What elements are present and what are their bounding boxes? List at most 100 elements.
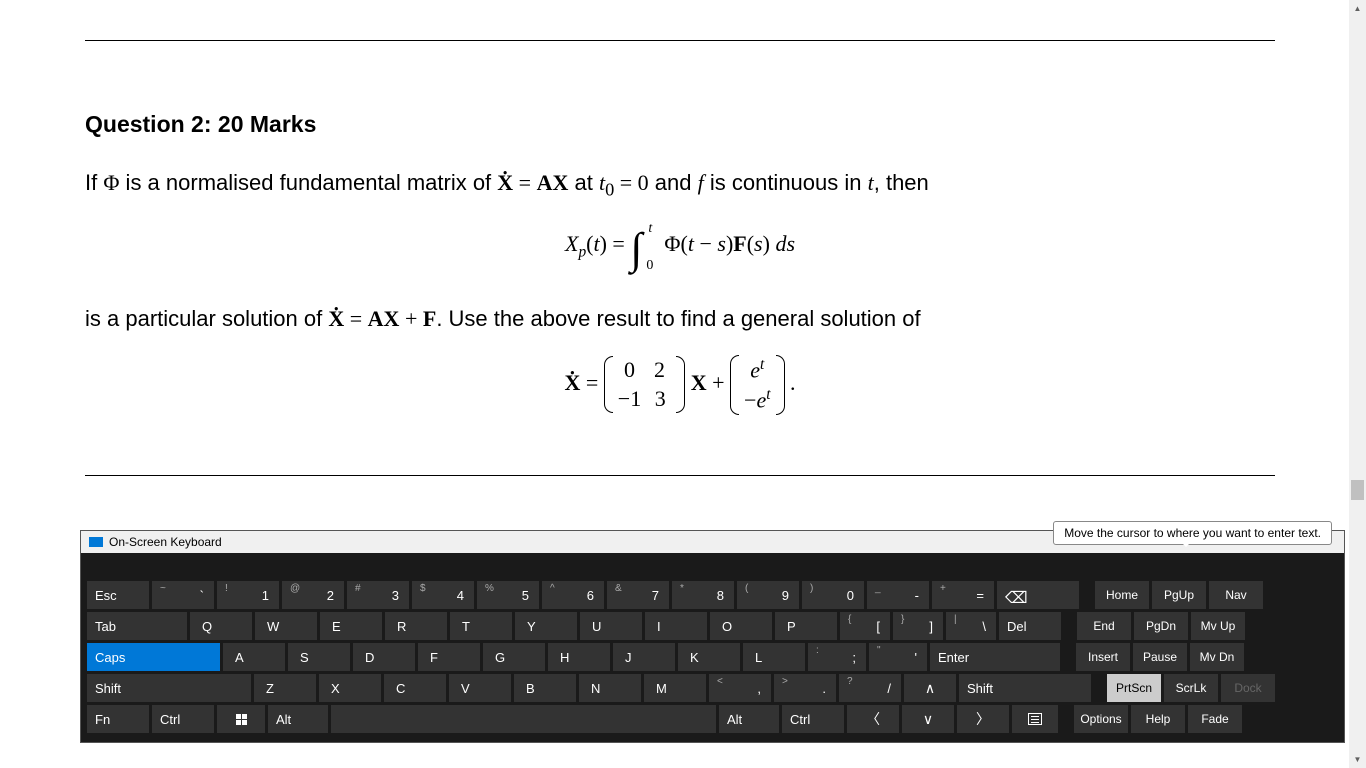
key-punct[interactable]: <, bbox=[709, 674, 771, 702]
backspace-key[interactable] bbox=[997, 581, 1079, 609]
key-v[interactable]: V bbox=[449, 674, 511, 702]
alt-left-key[interactable]: Alt bbox=[268, 705, 328, 733]
key-c[interactable]: C bbox=[384, 674, 446, 702]
key-row-1: Esc ~`!1@2#3$4%5^6&7*8(9)0_-+= Home PgUp… bbox=[87, 581, 1338, 609]
key-p[interactable]: P bbox=[775, 612, 837, 640]
del-key[interactable]: Del bbox=[999, 612, 1061, 640]
home-key[interactable]: Home bbox=[1095, 581, 1149, 609]
shift-right-key[interactable]: Shift bbox=[959, 674, 1091, 702]
integrand: Φ(t − s)F(s) ds bbox=[664, 231, 795, 256]
caps-key[interactable]: Caps bbox=[87, 643, 220, 671]
nav-key[interactable]: Nav bbox=[1209, 581, 1263, 609]
enter-key[interactable]: Enter bbox=[930, 643, 1060, 671]
pgup-key[interactable]: PgUp bbox=[1152, 581, 1206, 609]
cell: −1 bbox=[614, 385, 645, 414]
key-q[interactable]: Q bbox=[190, 612, 252, 640]
insert-key[interactable]: Insert bbox=[1076, 643, 1130, 671]
shift-left-key[interactable]: Shift bbox=[87, 674, 251, 702]
fade-key[interactable]: Fade bbox=[1188, 705, 1242, 733]
key-z[interactable]: Z bbox=[254, 674, 316, 702]
ctrl-right-key[interactable]: Ctrl bbox=[782, 705, 844, 733]
space-key[interactable] bbox=[331, 705, 716, 733]
fn-key[interactable]: Fn bbox=[87, 705, 149, 733]
on-screen-keyboard: Move the cursor to where you want to ent… bbox=[80, 530, 1345, 743]
text: is a normalised fundamental matrix of bbox=[119, 170, 497, 195]
key-punct[interactable]: >. bbox=[774, 674, 836, 702]
key-f[interactable]: F bbox=[418, 643, 480, 671]
key-b[interactable]: B bbox=[514, 674, 576, 702]
scroll-thumb[interactable] bbox=[1351, 480, 1364, 500]
key-d[interactable]: D bbox=[353, 643, 415, 671]
key-e[interactable]: E bbox=[320, 612, 382, 640]
vertical-scrollbar[interactable]: ▲ ▼ bbox=[1349, 0, 1366, 768]
question-title: Question 2: 20 Marks bbox=[85, 111, 1275, 138]
mvup-key[interactable]: Mv Up bbox=[1191, 612, 1245, 640]
key-punct[interactable]: ?/ bbox=[839, 674, 901, 702]
key-5[interactable]: %5 bbox=[477, 581, 539, 609]
left-arrow-key[interactable]: 〈 bbox=[847, 705, 899, 733]
key-l[interactable]: L bbox=[743, 643, 805, 671]
key-s[interactable]: S bbox=[288, 643, 350, 671]
key-=[interactable]: += bbox=[932, 581, 994, 609]
key-k[interactable]: K bbox=[678, 643, 740, 671]
options-key[interactable]: Options bbox=[1074, 705, 1128, 733]
key-w[interactable]: W bbox=[255, 612, 317, 640]
key--[interactable]: _- bbox=[867, 581, 929, 609]
ctrl-left-key[interactable]: Ctrl bbox=[152, 705, 214, 733]
key-bracket[interactable]: }] bbox=[893, 612, 943, 640]
key-m[interactable]: M bbox=[644, 674, 706, 702]
end-key[interactable]: End bbox=[1077, 612, 1131, 640]
help-key[interactable]: Help bbox=[1131, 705, 1185, 733]
key-punct[interactable]: :; bbox=[808, 643, 866, 671]
of-t-eq: (t) = bbox=[586, 231, 630, 256]
key-bracket[interactable]: |\ bbox=[946, 612, 996, 640]
key-o[interactable]: O bbox=[710, 612, 772, 640]
key-n[interactable]: N bbox=[579, 674, 641, 702]
key-2[interactable]: @2 bbox=[282, 581, 344, 609]
windows-key[interactable] bbox=[217, 705, 265, 733]
key-i[interactable]: I bbox=[645, 612, 707, 640]
key-t[interactable]: T bbox=[450, 612, 512, 640]
down-arrow-key[interactable]: ∨ bbox=[902, 705, 954, 733]
key-g[interactable]: G bbox=[483, 643, 545, 671]
key-1[interactable]: !1 bbox=[217, 581, 279, 609]
tab-key[interactable]: Tab bbox=[87, 612, 187, 640]
period: . bbox=[790, 370, 796, 395]
int-lower: 0 bbox=[646, 258, 653, 274]
alt-right-key[interactable]: Alt bbox=[719, 705, 779, 733]
key-r[interactable]: R bbox=[385, 612, 447, 640]
key-6[interactable]: ^6 bbox=[542, 581, 604, 609]
key-u[interactable]: U bbox=[580, 612, 642, 640]
key-8[interactable]: *8 bbox=[672, 581, 734, 609]
dock-key[interactable]: Dock bbox=[1221, 674, 1275, 702]
prtscn-key[interactable]: PrtScn bbox=[1107, 674, 1161, 702]
right-arrow-key[interactable]: 〉 bbox=[957, 705, 1009, 733]
key-x[interactable]: X bbox=[319, 674, 381, 702]
key-0[interactable]: )0 bbox=[802, 581, 864, 609]
esc-key[interactable]: Esc bbox=[87, 581, 149, 609]
key-row-3: Caps ASDFGHJKL :;"' Enter Insert Pause M… bbox=[87, 643, 1338, 671]
key-9[interactable]: (9 bbox=[737, 581, 799, 609]
mvdn-key[interactable]: Mv Dn bbox=[1190, 643, 1244, 671]
scroll-down-arrow[interactable]: ▼ bbox=[1349, 751, 1366, 768]
key-row-5: Fn Ctrl Alt Alt Ctrl 〈 ∨ 〉 Options Help … bbox=[87, 705, 1338, 733]
key-4[interactable]: $4 bbox=[412, 581, 474, 609]
key-bracket[interactable]: {[ bbox=[840, 612, 890, 640]
scroll-up-arrow[interactable]: ▲ bbox=[1349, 0, 1366, 17]
pause-key[interactable]: Pause bbox=[1133, 643, 1187, 671]
text: at bbox=[568, 170, 599, 195]
pgdn-key[interactable]: PgDn bbox=[1134, 612, 1188, 640]
key-`[interactable]: ~` bbox=[152, 581, 214, 609]
neg-e: −e bbox=[744, 387, 766, 412]
key-j[interactable]: J bbox=[613, 643, 675, 671]
scrlk-key[interactable]: ScrLk bbox=[1164, 674, 1218, 702]
key-a[interactable]: A bbox=[223, 643, 285, 671]
key-h[interactable]: H bbox=[548, 643, 610, 671]
key-3[interactable]: #3 bbox=[347, 581, 409, 609]
context-menu-key[interactable] bbox=[1012, 705, 1058, 733]
key-y[interactable]: Y bbox=[515, 612, 577, 640]
up-arrow-key[interactable]: ∧ bbox=[904, 674, 956, 702]
key-7[interactable]: &7 bbox=[607, 581, 669, 609]
key-punct[interactable]: "' bbox=[869, 643, 927, 671]
horizontal-rule-bottom bbox=[85, 475, 1275, 476]
